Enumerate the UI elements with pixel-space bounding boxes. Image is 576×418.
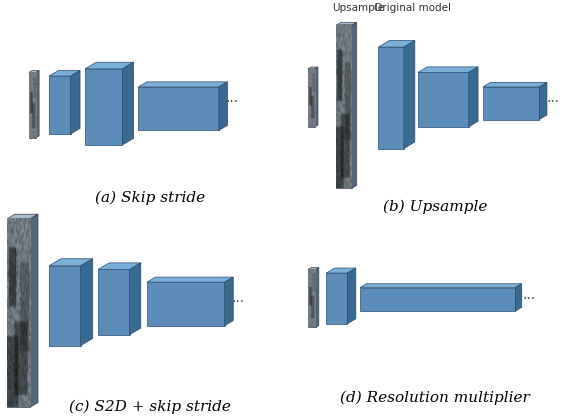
Polygon shape bbox=[130, 263, 141, 335]
Text: ...: ... bbox=[225, 91, 238, 105]
Text: ...: ... bbox=[547, 91, 560, 105]
Polygon shape bbox=[49, 76, 70, 134]
Polygon shape bbox=[336, 25, 351, 189]
Text: (d) Resolution multiplier: (d) Resolution multiplier bbox=[340, 391, 530, 405]
Polygon shape bbox=[347, 268, 356, 324]
Polygon shape bbox=[483, 82, 547, 87]
Text: (b) Upsample: (b) Upsample bbox=[382, 199, 487, 214]
Polygon shape bbox=[98, 263, 141, 270]
Text: Original model: Original model bbox=[374, 3, 451, 13]
Polygon shape bbox=[469, 67, 478, 127]
Polygon shape bbox=[70, 71, 80, 134]
Polygon shape bbox=[360, 288, 516, 311]
Text: Upsample: Upsample bbox=[332, 3, 385, 13]
Polygon shape bbox=[516, 284, 522, 311]
Polygon shape bbox=[219, 82, 228, 130]
Text: ...: ... bbox=[523, 288, 536, 302]
Polygon shape bbox=[308, 268, 319, 270]
Polygon shape bbox=[122, 62, 134, 145]
Polygon shape bbox=[138, 87, 219, 130]
Polygon shape bbox=[539, 82, 547, 120]
Polygon shape bbox=[49, 71, 80, 76]
Polygon shape bbox=[147, 282, 225, 326]
Polygon shape bbox=[316, 268, 319, 327]
Polygon shape bbox=[308, 67, 318, 69]
Polygon shape bbox=[360, 284, 522, 288]
Polygon shape bbox=[308, 270, 316, 327]
Polygon shape bbox=[308, 69, 315, 127]
Polygon shape bbox=[7, 214, 38, 219]
Polygon shape bbox=[7, 219, 30, 407]
Text: ...: ... bbox=[231, 291, 244, 306]
Polygon shape bbox=[378, 41, 415, 47]
Polygon shape bbox=[404, 41, 415, 148]
Polygon shape bbox=[351, 22, 357, 189]
Polygon shape bbox=[36, 71, 39, 138]
Polygon shape bbox=[326, 273, 347, 324]
Polygon shape bbox=[29, 71, 39, 72]
Polygon shape bbox=[418, 67, 478, 72]
Polygon shape bbox=[147, 277, 233, 282]
Polygon shape bbox=[483, 87, 539, 120]
Polygon shape bbox=[98, 270, 130, 335]
Polygon shape bbox=[49, 266, 81, 346]
Polygon shape bbox=[326, 268, 356, 273]
Text: (a) Skip stride: (a) Skip stride bbox=[94, 190, 205, 205]
Polygon shape bbox=[315, 67, 318, 127]
Polygon shape bbox=[418, 72, 469, 127]
Polygon shape bbox=[378, 47, 404, 148]
Polygon shape bbox=[85, 62, 134, 69]
Polygon shape bbox=[30, 214, 38, 407]
Polygon shape bbox=[138, 82, 228, 87]
Polygon shape bbox=[225, 277, 233, 326]
Polygon shape bbox=[49, 259, 93, 266]
Polygon shape bbox=[85, 69, 122, 145]
Polygon shape bbox=[81, 259, 93, 346]
Polygon shape bbox=[29, 72, 36, 138]
Text: (c) S2D + skip stride: (c) S2D + skip stride bbox=[69, 400, 231, 414]
Polygon shape bbox=[336, 22, 357, 25]
